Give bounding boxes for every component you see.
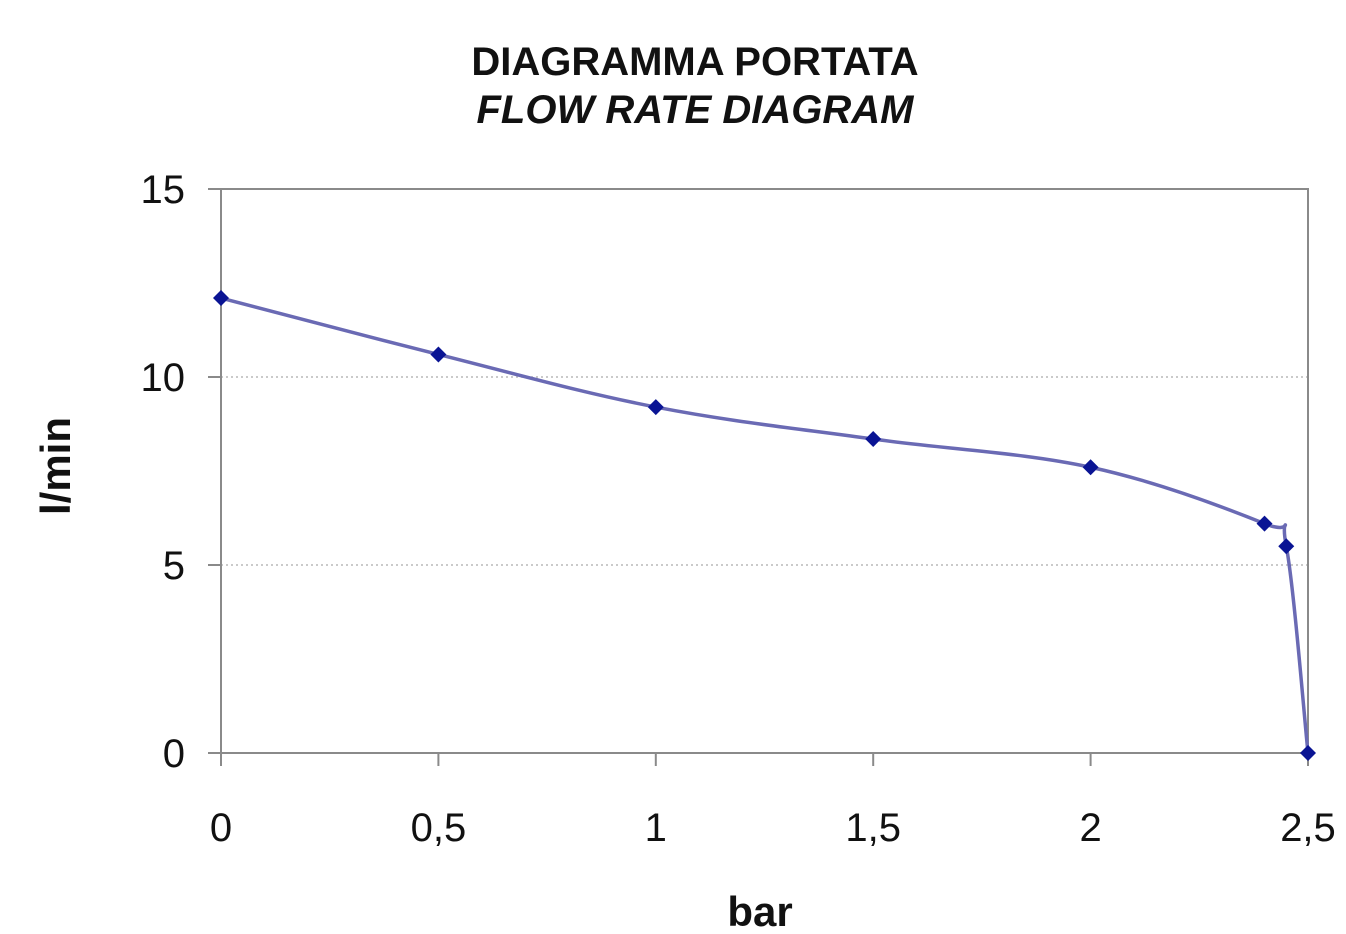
x-axis-title: bar	[727, 888, 792, 934]
tick-labels: 0 5 10 15 0 0,5 1 1,5 2 2,5	[141, 168, 1336, 850]
y-tick-label: 0	[163, 732, 185, 776]
marker-layer	[213, 290, 1316, 761]
y-tick-label: 5	[163, 544, 185, 588]
data-point-marker	[1256, 515, 1273, 532]
x-tick-label: 2,5	[1280, 806, 1336, 850]
x-tick-label: 1,5	[845, 806, 901, 850]
x-tick-label: 0,5	[411, 806, 467, 850]
plot-frame	[208, 188, 1309, 766]
grid-lines	[221, 376, 1308, 566]
data-point-marker	[647, 399, 664, 416]
data-point-marker	[430, 346, 447, 363]
chart-subtitle: FLOW RATE DIAGRAM	[476, 88, 914, 132]
series-layer	[219, 296, 1310, 755]
data-point-marker	[1082, 459, 1099, 476]
chart-title: DIAGRAMMA PORTATA	[471, 40, 919, 84]
series-line	[219, 296, 1310, 755]
y-axis-title: l/min	[32, 417, 79, 515]
x-tick-label: 0	[210, 806, 232, 850]
data-point-marker	[213, 290, 229, 307]
data-point-marker	[1278, 538, 1295, 555]
plot-area-border	[220, 188, 1309, 754]
data-point-marker	[865, 431, 882, 448]
y-tick-label: 15	[141, 168, 186, 212]
data-point-marker	[1300, 745, 1316, 761]
x-tick-label: 1	[645, 806, 667, 850]
x-tick-label: 2	[1079, 806, 1101, 850]
y-tick-label: 10	[141, 356, 186, 400]
